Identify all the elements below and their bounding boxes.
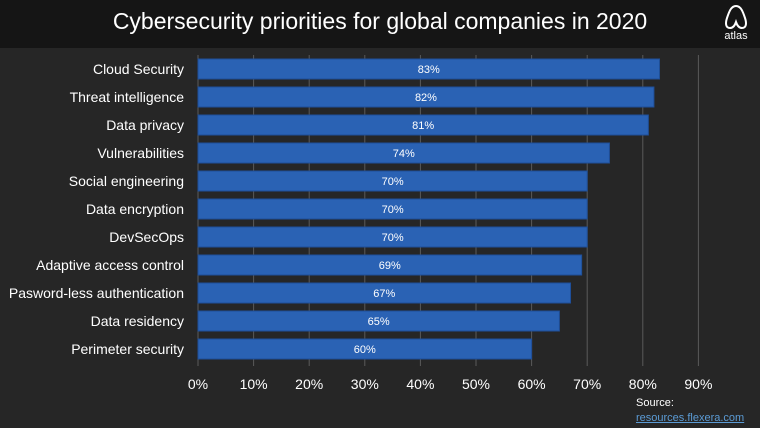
- category-label: Data encryption: [86, 201, 184, 217]
- bar: [197, 282, 572, 304]
- bar: [197, 226, 588, 248]
- data-label: 70%: [382, 204, 404, 216]
- data-label: 70%: [382, 232, 404, 244]
- category-label: Data residency: [91, 313, 184, 329]
- category-label: DevSecOps: [109, 229, 184, 245]
- bar: [197, 58, 660, 80]
- data-label: 69%: [379, 260, 401, 272]
- x-axis-ticks: 0% 10% 20% 30% 40% 50% 60% 70% 80% 90%: [188, 376, 713, 392]
- x-tick-label: 40%: [406, 376, 434, 392]
- atlas-logo: atlas: [716, 4, 756, 44]
- data-label: 65%: [368, 316, 390, 328]
- category-label: Adaptive access control: [36, 257, 184, 273]
- category-labels: Cloud Security Threat intelligence Data pr…: [9, 61, 184, 357]
- bar: [197, 86, 655, 108]
- bar: [197, 114, 649, 136]
- x-tick-label: 90%: [684, 376, 712, 392]
- data-label: 74%: [393, 148, 415, 160]
- data-label: 81%: [412, 120, 434, 132]
- x-tick-label: 70%: [573, 376, 601, 392]
- category-label: Perimeter security: [71, 341, 184, 357]
- source-link[interactable]: resources.flexera.com: [636, 412, 745, 424]
- title-bar: [0, 0, 760, 48]
- category-label: Vulnerabilities: [97, 145, 184, 161]
- x-tick-label: 10%: [240, 376, 268, 392]
- x-tick-label: 60%: [518, 376, 546, 392]
- bar: [197, 338, 533, 360]
- category-label: Pasword-less authentication: [9, 285, 184, 301]
- x-tick-label: 50%: [462, 376, 490, 392]
- bar: [197, 198, 588, 220]
- source-label: Source:: [636, 397, 674, 409]
- x-tick-label: 0%: [188, 376, 208, 392]
- category-label: Data privacy: [106, 117, 184, 133]
- data-label: 60%: [354, 344, 376, 356]
- x-tick-label: 80%: [629, 376, 657, 392]
- bars: 83% 82% 81% 74% 70% 70% 70% 69% 67% 65% 60%: [197, 58, 660, 360]
- data-label: 82%: [415, 92, 437, 104]
- bar: [197, 254, 583, 276]
- atlas-logo-icon: [725, 4, 747, 30]
- bar: [197, 310, 560, 332]
- logo-text: atlas: [724, 30, 748, 42]
- x-tick-label: 30%: [351, 376, 379, 392]
- category-label: Threat intelligence: [70, 89, 185, 105]
- bar: [197, 170, 588, 192]
- x-tick-label: 20%: [295, 376, 323, 392]
- data-label: 70%: [382, 176, 404, 188]
- category-label: Social engineering: [69, 173, 184, 189]
- bar: [197, 142, 610, 164]
- data-label: 83%: [418, 64, 440, 76]
- chart-title: Cybersecurity priorities for global comp…: [112, 8, 648, 34]
- category-label: Cloud Security: [93, 61, 184, 77]
- data-label: 67%: [373, 288, 395, 300]
